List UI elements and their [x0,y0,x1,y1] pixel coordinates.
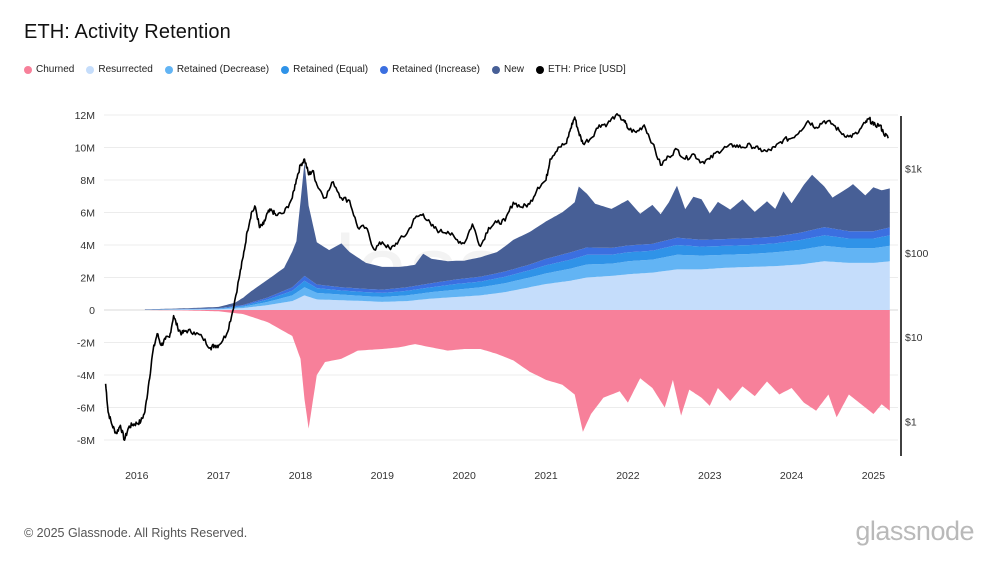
x-tick-label: 2025 [862,470,886,482]
x-tick-label: 2023 [698,470,722,482]
legend-label: Resurrected [98,64,153,75]
legend-item-eth-price-usd[interactable]: ETH: Price [USD] [535,64,626,75]
y-tick-label: -4M [77,370,95,382]
x-tick-label: 2022 [616,470,640,482]
price-tick-label: $1k [905,164,923,176]
x-tick-label: 2019 [371,470,395,482]
y-tick-label: 0 [89,305,95,317]
legend-swatch-retained-equal [281,65,290,74]
area-churned [144,310,890,432]
x-tick-label: 2016 [125,470,149,482]
x-tick-label: 2018 [289,470,313,482]
y-tick-label: 6M [80,208,95,220]
price-tick-label: $1 [905,416,917,428]
legend-swatch-churned [24,65,32,74]
legend-item-churned[interactable]: Churned [24,64,74,75]
price-tick-label: $100 [905,248,929,260]
price-tick-label: $10 [905,332,923,344]
legend-swatch-retained-decrease [164,65,173,74]
legend-swatch-new [491,65,500,74]
legend-item-retained-decrease[interactable]: Retained (Decrease) [164,64,270,75]
legend-item-new[interactable]: New [491,64,524,75]
legend-swatch-eth-price-usd [535,65,544,74]
price-line [104,113,889,441]
area-new [144,162,890,310]
x-tick-label: 2017 [207,470,231,482]
y-tick-label: -2M [77,338,95,350]
glassnode-logo: glassnode [855,516,974,546]
legend-swatch-retained-increase [380,65,389,74]
y-tick-label: 12M [75,110,95,122]
legend-label: New [503,64,524,75]
legend-label: Retained (Increase) [392,64,480,75]
y-tick-label: -8M [77,435,95,447]
y-tick-label: 2M [80,273,95,285]
y-tick-label: -6M [77,403,95,415]
legend-swatch-resurrected [86,65,95,74]
legend-item-retained-equal[interactable]: Retained (Equal) [281,64,368,75]
x-tick-label: 2020 [452,470,476,482]
legend: Churned Resurrected Retained (Decrease) Ret… [24,64,626,75]
legend-label: Churned [36,64,75,75]
legend-label: Retained (Decrease) [176,64,270,75]
y-tick-label: 4M [80,240,95,252]
area-retained-decrease [144,245,890,310]
y-tick-label: 8M [80,175,95,187]
y-tick-label: 10M [75,143,95,155]
legend-label: ETH: Price [USD] [547,64,626,75]
x-tick-label: 2024 [780,470,804,482]
legend-item-resurrected[interactable]: Resurrected [86,64,153,75]
copyright-notice: © 2025 Glassnode. All Rights Reserved. [24,526,248,540]
area-retained-equal [144,235,890,310]
legend-label: Retained (Equal) [293,64,369,75]
area-retained-increase [144,227,890,310]
area-resurrected [144,261,890,310]
x-tick-label: 2021 [534,470,558,482]
legend-item-retained-increase[interactable]: Retained (Increase) [380,64,480,75]
chart-title: ETH: Activity Retention [24,21,231,43]
